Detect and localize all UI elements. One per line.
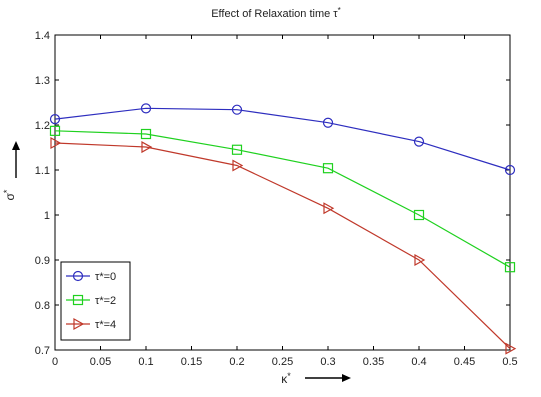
y-tick-label: 1.2 xyxy=(35,120,50,132)
legend-entry: τ*=2 xyxy=(66,294,116,307)
x-axis-arrow xyxy=(305,374,351,382)
data-point xyxy=(323,202,335,215)
x-tick-label: 0.4 xyxy=(411,356,426,368)
series-1 xyxy=(49,125,516,273)
legend-marker xyxy=(73,317,85,331)
y-tick-label: 1 xyxy=(44,210,50,222)
x-axis-ticks: 0 0.05 0.1 0.15 0.2 0.25 0.3 0.35 0.4 0.45 0.5 xyxy=(52,35,518,368)
legend-marker xyxy=(72,294,84,306)
data-point xyxy=(231,144,243,155)
data-point xyxy=(505,342,517,355)
legend-marker xyxy=(72,270,84,282)
data-point xyxy=(49,125,61,136)
series-layer xyxy=(49,103,517,355)
series-line xyxy=(54,107,511,171)
y-tick-label: 0.9 xyxy=(35,255,50,267)
data-point xyxy=(414,253,426,267)
x-tick-label: 0.05 xyxy=(90,356,111,368)
y-tick-label: 0.8 xyxy=(35,300,50,312)
data-point xyxy=(141,141,153,154)
series-2 xyxy=(50,136,517,355)
y-axis-ticks: 0.7 0.8 0.9 1 1.1 1.2 1.3 1.4 xyxy=(35,30,510,357)
y-tick-label: 0.7 xyxy=(35,345,50,357)
legend-label: τ*=4 xyxy=(95,319,116,331)
data-point xyxy=(140,103,152,114)
series-0 xyxy=(49,103,516,176)
x-tick-label: 0.2 xyxy=(229,356,244,368)
data-point xyxy=(50,136,62,150)
data-point xyxy=(231,104,243,115)
data-point xyxy=(413,136,425,147)
data-point xyxy=(140,128,152,140)
data-point xyxy=(232,159,244,172)
chart-title-superscript: * xyxy=(338,6,341,15)
data-point xyxy=(504,262,516,273)
y-tick-label: 1.1 xyxy=(35,165,50,177)
y-axis-arrow xyxy=(12,141,20,178)
y-axis-label-superscript: * xyxy=(2,189,12,193)
chart-title: Effect of Relaxation time τ* xyxy=(211,6,341,20)
legend-entry: τ*=4 xyxy=(66,317,116,331)
x-axis-label: κ* xyxy=(281,371,291,386)
legend-entry: τ*=0 xyxy=(66,270,116,283)
plot-area xyxy=(54,34,511,351)
x-tick-label: 0.1 xyxy=(138,356,153,368)
legend-box xyxy=(60,261,131,341)
data-point xyxy=(504,164,516,176)
y-tick-label: 1.3 xyxy=(35,75,50,87)
data-point xyxy=(322,163,334,174)
y-axis-label: σ* xyxy=(2,189,17,200)
x-axis-label-superscript: * xyxy=(287,371,291,381)
data-point xyxy=(413,209,425,221)
series-line xyxy=(54,130,511,268)
data-point xyxy=(49,114,61,125)
data-point xyxy=(322,117,334,128)
series-line xyxy=(54,142,511,350)
x-tick-label: 0.45 xyxy=(454,356,475,368)
x-tick-label: 0 xyxy=(52,356,58,368)
legend-label: τ*=2 xyxy=(95,295,116,307)
y-tick-label: 1.4 xyxy=(35,30,50,42)
x-tick-label: 0.25 xyxy=(272,356,293,368)
x-tick-label: 0.35 xyxy=(363,356,384,368)
x-tick-label: 0.3 xyxy=(320,356,335,368)
legend: τ*=0 τ*=2 τ*=4 xyxy=(60,261,131,341)
legend-label: τ*=0 xyxy=(95,271,116,283)
x-tick-label: 0.5 xyxy=(502,356,517,368)
x-tick-label: 0.15 xyxy=(181,356,202,368)
